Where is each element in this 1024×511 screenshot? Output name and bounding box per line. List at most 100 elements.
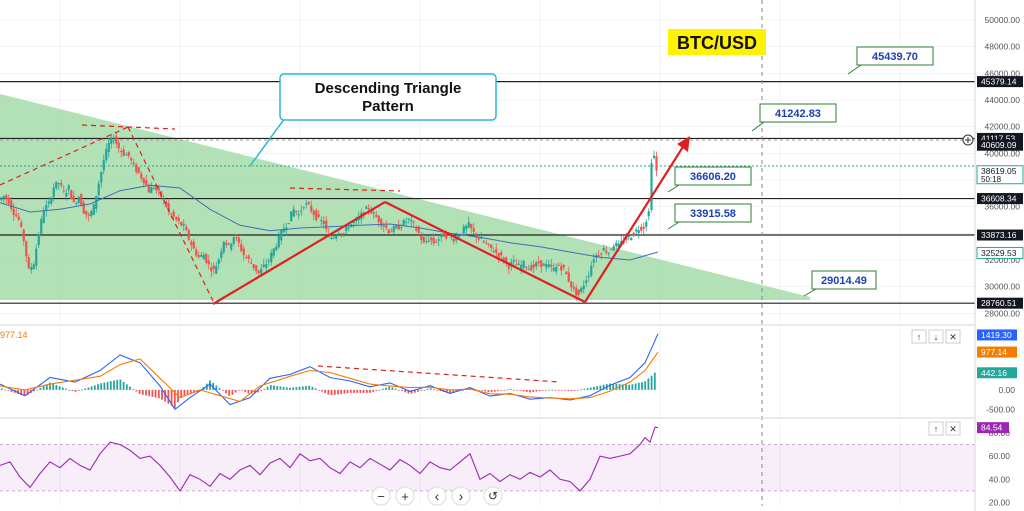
macd-close-button[interactable] [945, 329, 961, 344]
macd-histogram-bar [356, 389, 359, 393]
macd-histogram-bar [189, 389, 192, 394]
macd-histogram-bar [314, 388, 317, 390]
axis-level-label: 40609.09 [981, 140, 1017, 150]
rsi-axis-tick: 20.00 [989, 498, 1011, 508]
chevron-right-icon: › [459, 488, 464, 504]
macd-histogram-bar [39, 387, 42, 390]
candle-body [267, 260, 270, 262]
chart-title: BTC/USD [677, 33, 757, 53]
candle-body [167, 203, 170, 212]
macd-histogram-bar [164, 389, 167, 402]
macd-histogram-bar [193, 389, 195, 393]
plus-circle-icon[interactable] [962, 134, 974, 146]
callout-leader [667, 184, 680, 193]
macd-histogram-bar [58, 386, 61, 390]
scroll-back-button[interactable] [427, 486, 447, 506]
candle-body [390, 231, 393, 233]
candle-body [75, 202, 78, 205]
countdown-label: 50:18 [981, 175, 1002, 184]
candle-body [185, 227, 188, 231]
candle-body [467, 222, 470, 228]
macd-histogram-bar [330, 389, 333, 396]
axis-tick-label: 40000.00 [985, 148, 1021, 158]
candle-body [532, 264, 535, 268]
macd-histogram-bar [362, 389, 365, 393]
callout-label: 41242.83 [775, 108, 821, 120]
macd-histogram-bar [647, 378, 650, 390]
candle-body [505, 257, 508, 262]
candle-body [470, 223, 473, 229]
candle-body [120, 150, 123, 152]
macd-histogram-bar [81, 389, 83, 391]
macd-histogram-bar [596, 386, 599, 390]
candle-body [400, 227, 403, 229]
candle-body [615, 242, 618, 247]
candle-body [312, 210, 315, 216]
candle-body [542, 263, 545, 266]
candle-body [387, 229, 390, 234]
macd-histogram-bar [413, 389, 416, 393]
candle-body [597, 255, 600, 257]
scroll-forward-button[interactable] [451, 486, 471, 506]
rsi-up-button[interactable] [928, 421, 944, 436]
macd-histogram-bar [506, 389, 509, 391]
macd-histogram-bar [401, 389, 403, 392]
macd-histogram-bar [580, 389, 583, 391]
axis-level-label: 41117.53 [981, 133, 1015, 143]
candle-body [140, 173, 143, 179]
macd-histogram-bar [497, 389, 499, 392]
macd-histogram-bar [257, 389, 259, 393]
candle-body [212, 265, 215, 269]
macd-histogram-bar [113, 380, 115, 390]
candle-body [272, 248, 275, 256]
macd-histogram-bar [183, 389, 186, 397]
axis-level-label: 36608.34 [981, 194, 1017, 204]
zoom-out-button[interactable] [371, 486, 391, 506]
macd-down-button[interactable] [928, 329, 944, 344]
macd-histogram-bar [621, 384, 624, 390]
macd-histogram-bar [369, 389, 371, 393]
candle-body [242, 248, 245, 256]
macd-histogram-bar [349, 389, 352, 393]
candle-body [55, 181, 58, 189]
macd-histogram-bar [129, 386, 131, 390]
candle-body [385, 224, 388, 228]
macd-histogram-bar [481, 389, 483, 391]
candle-body [32, 264, 35, 270]
macd-histogram-bar [170, 389, 173, 406]
zoom-in-button[interactable] [395, 486, 415, 506]
candle-body [95, 195, 98, 209]
candle-body [645, 221, 648, 227]
candle-body [637, 230, 640, 234]
candle-body [187, 230, 190, 240]
candle-body [67, 185, 70, 190]
candle-body [525, 266, 528, 268]
macd-histogram-bar [589, 387, 592, 390]
candle-body [130, 158, 133, 161]
candle-body [580, 287, 583, 292]
macd-histogram-bar [289, 387, 291, 390]
macd-up-button[interactable] [911, 329, 927, 344]
macd-histogram-bar [180, 389, 183, 398]
candle-body [22, 229, 25, 242]
axis-level-label: 45379.14 [981, 77, 1017, 87]
macd-histogram-bar [33, 389, 35, 392]
candle-body [15, 214, 18, 217]
candle-body [150, 187, 153, 194]
candle-body [125, 154, 128, 156]
rsi-close-button[interactable] [945, 421, 961, 436]
reset-chart-button[interactable] [483, 486, 503, 506]
rsi-value-badge [977, 422, 1009, 434]
candle-body [507, 263, 510, 269]
callout-label: 45439.70 [872, 51, 918, 63]
candle-body [462, 226, 465, 234]
candle-body [322, 220, 325, 225]
candle-body [310, 205, 313, 212]
macd-histogram-bar [532, 389, 535, 392]
candle-body [655, 156, 658, 171]
candle-body [65, 192, 68, 197]
candle-body [590, 266, 593, 276]
macd-histogram-bar [106, 381, 109, 390]
macd-histogram-bar [282, 386, 285, 390]
